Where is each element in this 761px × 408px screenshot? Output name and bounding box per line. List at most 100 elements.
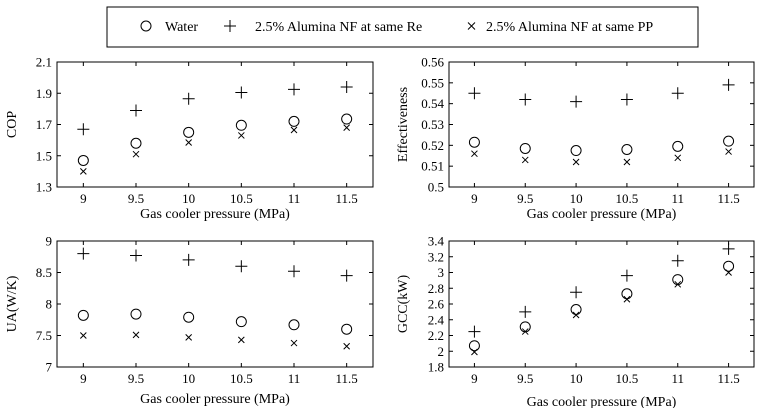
data-point-same-re — [620, 93, 633, 106]
data-point-water — [77, 154, 89, 166]
data-point-same-re — [570, 286, 583, 299]
data-point-same-pp — [521, 328, 529, 335]
data-point-same-re — [182, 253, 195, 266]
x-tick-label: 10.5 — [616, 191, 639, 206]
data-point-same-pp — [471, 348, 478, 356]
data-point-same-re — [288, 83, 300, 96]
data-point-water — [130, 308, 142, 320]
data-point-same-re — [570, 95, 583, 108]
x-tick-label: 11 — [288, 191, 301, 206]
y-tick-label: 0.53 — [421, 117, 444, 132]
x-tick-label: 10 — [570, 371, 583, 386]
x-tick-label: 9.5 — [517, 191, 533, 206]
data-point-same-re — [130, 249, 142, 262]
data-point-same-pp — [572, 158, 580, 166]
data-point-water — [723, 260, 735, 272]
data-point-water — [519, 142, 531, 154]
panel-ua: 9 9.5 10 10.5 11 11.5 7 7.5 8 8.5 9 Gas cooler pres… — [5, 234, 374, 407]
data-point-same-re — [468, 325, 481, 338]
data-point-water — [235, 119, 247, 131]
y-tick-label: 1.9 — [36, 86, 52, 101]
y-tick-label: 2.2 — [428, 328, 444, 343]
x-tick-label: 11 — [288, 371, 301, 386]
data-point-same-pp — [132, 150, 140, 158]
data-point-water — [672, 274, 684, 286]
x-tick-label: 11.5 — [336, 371, 358, 386]
x-tick-label: 11.5 — [717, 191, 739, 206]
data-point-water — [183, 311, 195, 323]
plot-area-ua — [56, 240, 374, 368]
y-tick-label: 0.55 — [421, 75, 444, 90]
legend-marker-x — [467, 22, 476, 30]
x-tick-label: 9 — [471, 191, 478, 206]
y-tick-label: 2.1 — [36, 55, 52, 70]
panel-gcc: 9 9.5 10 10.5 11 11.5 1.822.22.42.62.833.23.4 G… — [396, 234, 755, 408]
y-tick-label: 7 — [46, 360, 53, 375]
y-tick-label: 2.8 — [428, 281, 444, 296]
x-axis-label: Gas cooler pressure (MPa) — [527, 207, 677, 222]
data-point-same-re — [468, 87, 481, 100]
data-point-water — [519, 321, 531, 333]
data-point-same-pp — [343, 124, 351, 131]
data-point-same-re — [77, 247, 90, 260]
x-tick-label: 9 — [80, 371, 87, 386]
data-point-water — [288, 319, 300, 331]
y-axis-label: UA(W/K) — [5, 275, 20, 332]
data-point-water — [77, 309, 89, 321]
data-point-same-pp — [471, 150, 478, 158]
x-tick-label: 10 — [182, 191, 195, 206]
data-point-same-pp — [290, 126, 298, 134]
data-point-same-pp — [79, 332, 87, 339]
panel-cop: 9 9.5 10 10.5 11 11.5 1.3 1.5 1.7 1.9 2.1 Gas coole… — [5, 55, 374, 222]
y-axis-label: COP — [5, 111, 20, 138]
y-tick-label: 8 — [46, 297, 53, 312]
x-axis-label: Gas cooler pressure (MPa) — [527, 395, 677, 408]
y-tick-label: 2.4 — [428, 312, 445, 327]
data-point-water — [288, 115, 300, 127]
x-tick-label: 11.5 — [336, 191, 358, 206]
data-point-water — [341, 323, 353, 335]
data-point-water — [235, 316, 247, 328]
data-point-same-re — [77, 123, 90, 136]
y-tick-label: 0.52 — [421, 138, 444, 153]
data-point-water — [183, 126, 195, 138]
x-tick-label: 11.5 — [717, 371, 739, 386]
legend-box — [106, 6, 699, 48]
y-tick-label: 1.7 — [36, 117, 53, 132]
data-point-same-pp — [725, 269, 732, 276]
x-tick-label: 9.5 — [128, 371, 144, 386]
data-point-same-re — [288, 265, 300, 278]
y-tick-label: 2 — [438, 344, 445, 359]
x-tick-label: 9 — [80, 191, 87, 206]
x-tick-label: 11 — [671, 191, 684, 206]
x-tick-label: 9 — [471, 371, 478, 386]
x-tick-label: 10.5 — [230, 371, 253, 386]
data-point-same-pp — [674, 154, 682, 162]
data-point-same-re — [519, 93, 532, 106]
data-point-water — [341, 113, 353, 125]
data-point-same-re — [130, 104, 142, 117]
data-point-same-re — [182, 92, 195, 105]
data-point-water — [468, 340, 480, 352]
data-point-same-pp — [185, 334, 193, 341]
data-point-same-pp — [674, 280, 682, 288]
data-point-water — [621, 288, 633, 300]
y-tick-label: 7.5 — [36, 328, 52, 343]
legend-label-water: Water — [165, 20, 198, 35]
data-point-same-re — [722, 78, 735, 91]
y-tick-label: 0.5 — [428, 180, 444, 195]
y-tick-label: 2.6 — [428, 297, 445, 312]
data-point-same-re — [519, 305, 532, 318]
data-point-same-pp — [343, 342, 351, 350]
legend-marker-circle — [140, 20, 152, 32]
data-point-same-re — [620, 269, 633, 282]
x-tick-label: 10 — [182, 371, 195, 386]
data-point-same-re — [235, 260, 248, 273]
legend-marker-plus — [224, 20, 236, 32]
x-tick-label: 10.5 — [230, 191, 253, 206]
data-point-same-pp — [725, 148, 732, 155]
y-tick-label: 8.5 — [36, 265, 52, 280]
y-axis-label: Effectiveness — [396, 87, 411, 162]
x-tick-label: 10.5 — [616, 371, 639, 386]
